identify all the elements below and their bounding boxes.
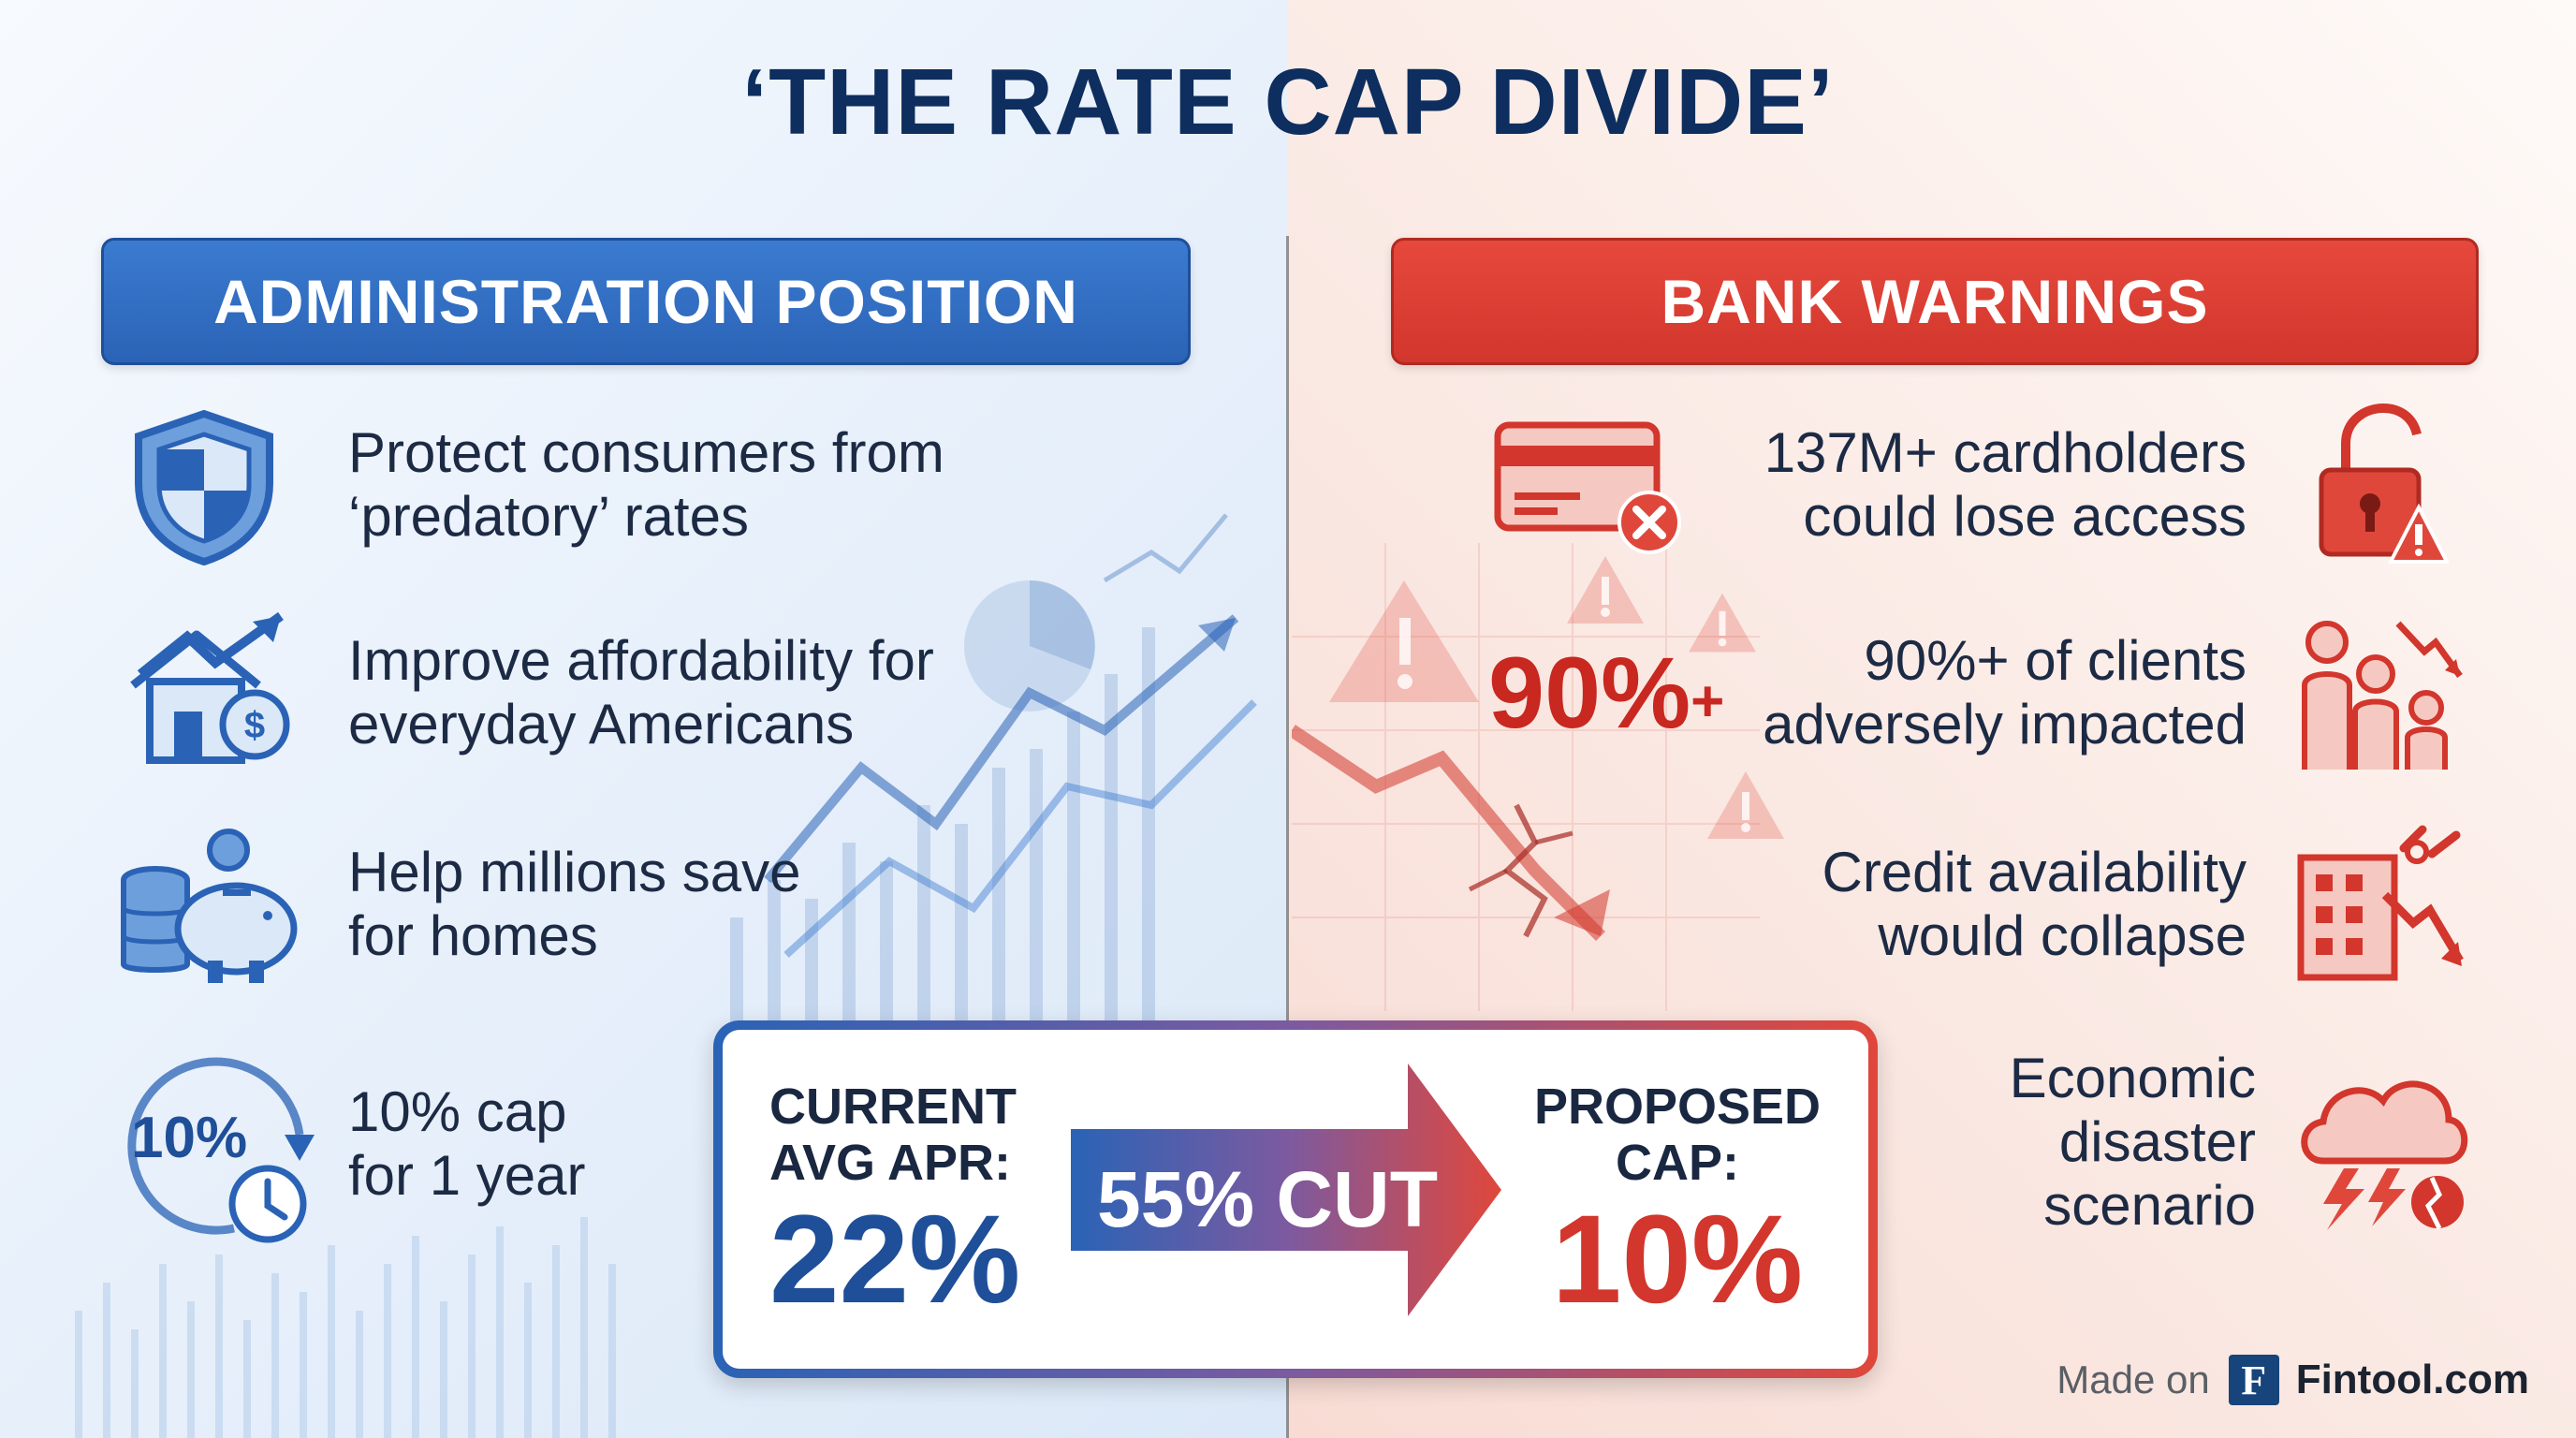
current-apr-value: 22% xyxy=(769,1190,1021,1329)
background-bars xyxy=(75,1217,616,1438)
fintool-logo-icon: F xyxy=(2228,1355,2279,1405)
proposed-cap-value: 10% xyxy=(1551,1190,1804,1329)
bank-item-3: Credit availability would collapse xyxy=(1591,841,2247,968)
circular-arrow-icon xyxy=(127,1057,315,1243)
big-stat-suffix: + xyxy=(1690,669,1725,734)
proposed-cap-label: PROPOSED CAP: xyxy=(1528,1078,1827,1191)
bank-item-3-line2: would collapse xyxy=(1878,904,2247,967)
administration-header: ADMINISTRATION POSITION xyxy=(101,238,1191,365)
unlocked-padlock-warning-icon xyxy=(2319,403,2449,564)
big-stat-90-percent: 90%+ xyxy=(1488,637,1724,749)
svg-text:$: $ xyxy=(244,705,265,746)
bank-item-4-line3: scenario xyxy=(2043,1174,2256,1237)
clock-cap-icon: 10% xyxy=(112,1045,318,1245)
bank-item-1-line2: could lose access xyxy=(1803,485,2247,548)
bank-item-1: 137M+ cardholders could lose access xyxy=(1591,421,2247,549)
storm-cloud-icon xyxy=(2301,1080,2468,1230)
proposed-label-line1: PROPOSED xyxy=(1533,1078,1822,1135)
warning-triangle-icon xyxy=(1707,771,1784,839)
bank-item-2-line1: 90%+ of clients xyxy=(1864,629,2247,692)
admin-item-3-line2: for homes xyxy=(348,904,598,967)
cut-percentage: 55% CUT xyxy=(1096,1155,1439,1243)
shield-icon xyxy=(135,409,273,565)
center-divider xyxy=(1286,236,1289,1438)
admin-item-1-line1: Protect consumers from xyxy=(348,421,944,484)
admin-item-3: Help millions save for homes xyxy=(348,841,1003,968)
admin-item-2-line2: everyday Americans xyxy=(348,693,855,756)
bank-item-4-line2: disaster xyxy=(2058,1110,2256,1173)
current-apr-label: CURRENT AVG APR: xyxy=(769,1078,1017,1191)
current-label-line1: CURRENT xyxy=(769,1078,1017,1135)
admin-item-1-line2: ‘predatory’ rates xyxy=(348,485,749,548)
apr-comparison-box: CURRENT AVG APR: 22% 55% CUT PROPOSED CA… xyxy=(713,1020,1878,1378)
cut-arrow-icon xyxy=(1071,1064,1501,1316)
current-label-line2: AVG APR: xyxy=(769,1135,1012,1191)
credit-card-declined-icon xyxy=(1494,421,1681,554)
house-growth-icon: $ xyxy=(130,611,290,764)
cap-badge: 10% xyxy=(131,1106,248,1170)
big-stat-value: 90% xyxy=(1488,636,1691,749)
background-decline-chart xyxy=(1292,543,1760,1011)
admin-item-4: 10% cap for 1 year xyxy=(348,1080,816,1208)
bank-item-4-line1: Economic xyxy=(2009,1047,2256,1109)
fintool-link[interactable]: Fintool.com xyxy=(2295,1357,2529,1402)
bank-item-1-line1: 137M+ cardholders xyxy=(1764,421,2247,484)
broken-bank-icon xyxy=(2297,825,2464,981)
people-decline-icon xyxy=(2302,621,2463,770)
piggy-bank-icon xyxy=(121,829,298,983)
footer-credit: Made on F Fintool.com xyxy=(2056,1352,2529,1408)
admin-item-2: Improve affordability for everyday Ameri… xyxy=(348,629,1060,756)
bank-item-2: 90%+ of clients adversely impacted xyxy=(1591,629,2247,756)
proposed-label-line2: CAP: xyxy=(1616,1135,1739,1191)
admin-item-4-line2: for 1 year xyxy=(348,1144,586,1207)
bank-item-3-line1: Credit availability xyxy=(1822,841,2247,903)
bank-item-4: Economic disaster scenario xyxy=(1685,1047,2256,1238)
made-on-text: Made on xyxy=(2056,1357,2210,1401)
bank-warnings-header: BANK WARNINGS xyxy=(1391,238,2479,365)
warning-triangle-icon xyxy=(1689,593,1756,653)
admin-item-4-line1: 10% cap xyxy=(348,1080,567,1143)
bank-item-2-line2: adversely impacted xyxy=(1763,693,2247,756)
admin-item-3-line1: Help millions save xyxy=(348,841,801,903)
admin-item-1: Protect consumers from ‘predatory’ rates xyxy=(348,421,1022,549)
background-growth-chart xyxy=(730,513,1257,1030)
warning-triangle-icon xyxy=(1567,556,1644,624)
page-title: ‘THE RATE CAP DIVIDE’ xyxy=(741,50,1835,154)
admin-item-2-line1: Improve affordability for xyxy=(348,629,934,692)
